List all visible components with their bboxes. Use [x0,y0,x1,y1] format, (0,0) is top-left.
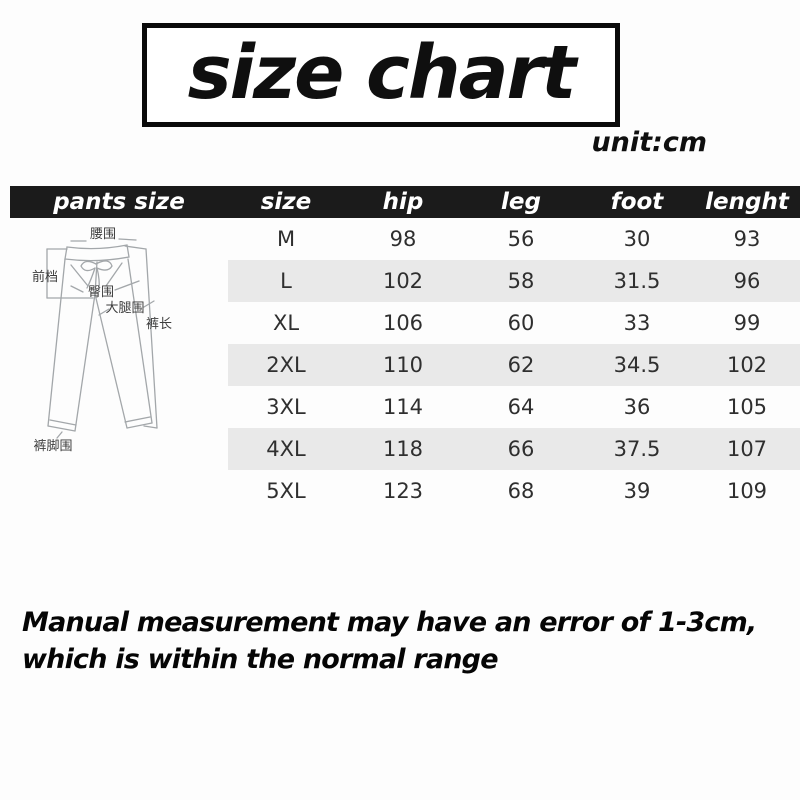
table-body: M 98 56 30 93 L 102 58 31.5 96 XL 106 60… [228,218,800,512]
table-row: L 102 58 31.5 96 [228,260,800,302]
cell-leg: 68 [507,479,535,503]
cell-foot: 36 [623,395,651,419]
cell-leg: 64 [507,395,535,419]
cell-foot: 33 [623,311,651,335]
header-length: lenght [705,189,789,215]
cell-hip: 110 [382,353,424,377]
cell-size: 2XL [266,353,306,377]
cell-leg: 60 [507,311,535,335]
cell-leg: 56 [507,227,535,251]
cell-hip: 106 [382,311,424,335]
diagram-label-leg-opening: 裤脚围 [33,438,72,454]
measurement-note-line1: Manual measurement may have an error of … [22,607,757,638]
cell-length: 107 [726,437,768,461]
cell-size: L [280,269,292,293]
cell-size: M [276,227,296,251]
table-row: 4XL 118 66 37.5 107 [228,428,800,470]
table-row: M 98 56 30 93 [228,218,800,260]
cell-size: 3XL [266,395,306,419]
cell-hip: 123 [382,479,424,503]
header-foot: foot [610,189,664,215]
table-row: XL 106 60 33 99 [228,302,800,344]
cell-foot: 39 [623,479,651,503]
header-size: size [260,189,312,215]
cell-length: 96 [733,269,761,293]
table-header: pants size size hip leg foot lenght [10,186,800,218]
cell-size: 4XL [266,437,306,461]
cell-leg: 66 [507,437,535,461]
cell-foot: 31.5 [613,269,661,293]
unit-label: unit:cm [591,127,707,158]
cell-leg: 58 [507,269,535,293]
cell-foot: 34.5 [613,353,661,377]
cell-leg: 62 [507,353,535,377]
diagram-label-thigh: 大腿围 [105,301,144,316]
cell-hip: 118 [382,437,424,461]
table-row: 5XL 123 68 39 109 [228,470,800,512]
table-row: 2XL 110 62 34.5 102 [228,344,800,386]
cell-length: 102 [726,353,768,377]
cell-length: 93 [733,227,761,251]
measurement-note-line2: which is within the normal range [22,644,499,675]
header-hip: hip [382,189,424,215]
page-title: size chart [187,30,577,116]
diagram-label-hip: 臀围 [88,285,114,300]
cell-foot: 30 [623,227,651,251]
title-box: size chart [142,23,620,127]
header-leg: leg [501,189,541,215]
table-row: 3XL 114 64 36 105 [228,386,800,428]
cell-hip: 114 [382,395,424,419]
diagram-label-length: 裤长 [146,317,172,332]
cell-hip: 102 [382,269,424,293]
cell-size: 5XL [266,479,306,503]
cell-foot: 37.5 [613,437,661,461]
cell-length: 109 [726,479,768,503]
cell-length: 99 [733,311,761,335]
pants-diagram-image: 腰围 前档 臀围 大腿围 裤长 裤脚围 [32,227,172,454]
diagram-label-waist: 腰围 [90,227,116,242]
cell-hip: 98 [389,227,417,251]
cell-length: 105 [726,395,768,419]
cell-size: XL [272,311,300,335]
header-pants-size: pants size [53,189,185,215]
diagram-label-front-rise: 前档 [32,269,58,285]
measurement-note: Manual measurement may have an error of … [22,604,792,678]
